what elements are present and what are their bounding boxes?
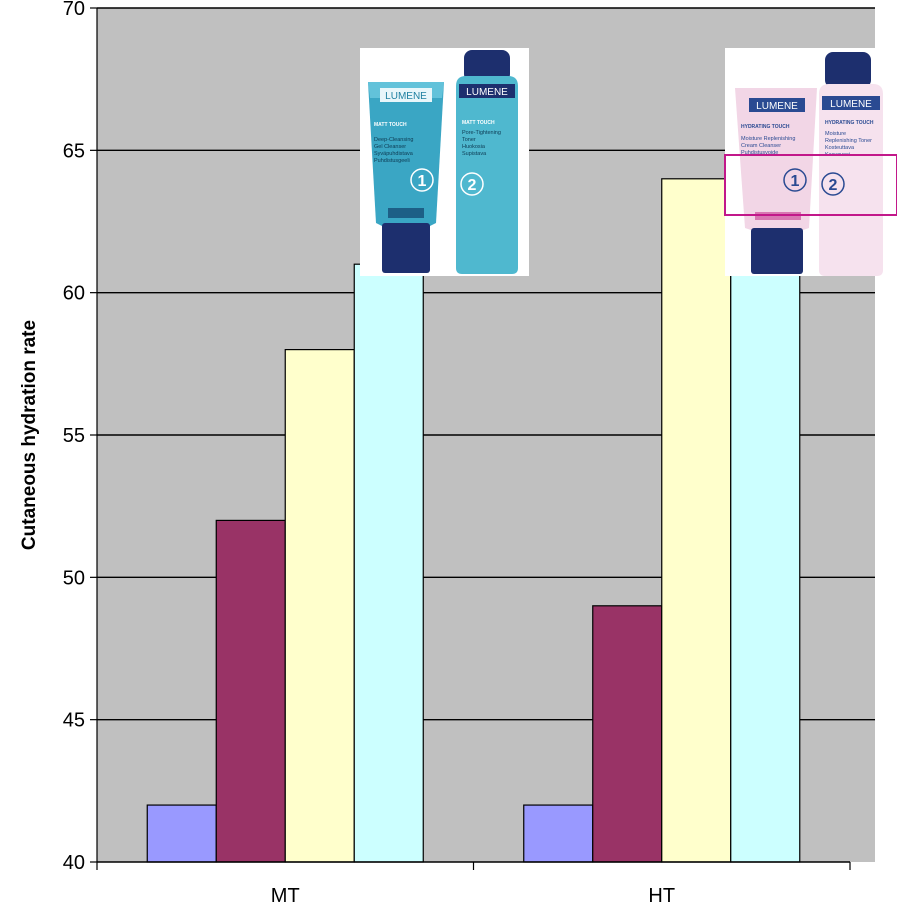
bar (353, 263, 424, 863)
ht-bottle-brand: LUMENE (830, 99, 872, 110)
y-tick-label: 60 (63, 283, 85, 305)
y-tick-label: 70 (63, 0, 85, 20)
y-tick-label: 40 (63, 852, 85, 874)
y-tick-label: 50 (63, 567, 85, 589)
bar (592, 605, 663, 863)
bottle-text-2: Toner (462, 137, 476, 143)
bars-group (146, 178, 801, 863)
tube-text-1: Deep-Cleansing (374, 137, 413, 143)
x-tick-label: MT (271, 885, 300, 907)
ht-bottle-text-2: Replenishing Toner (825, 138, 872, 144)
highlight-frame (724, 154, 897, 216)
ht-tube-brand: LUMENE (756, 101, 798, 112)
ht-bottle-line: HYDRATING TOUCH (825, 120, 874, 126)
ht-tube-text-1: Moisture Replenishing (741, 136, 795, 142)
hydrating-touch-product-image: LUMENE HYDRATING TOUCH Moisture Replenis… (724, 48, 897, 276)
ht-step-2-icon: 2 (829, 177, 838, 194)
bottle-line: MATT TOUCH (462, 120, 495, 126)
bar (215, 519, 286, 863)
ht-bottle-text-3: Kosteuttava (825, 145, 855, 151)
y-axis: 40 45 50 55 60 65 70 (63, 0, 98, 874)
bar (523, 804, 594, 863)
tube-text-3: Syväpuhdistava (374, 151, 414, 157)
y-tick-label: 55 (63, 425, 85, 447)
hydrating-touch-bottle: LUMENE HYDRATING TOUCH Moisture Replenis… (819, 52, 883, 276)
tube-text-2: Gel Cleanser (374, 144, 406, 150)
x-axis: MT HT (96, 861, 851, 907)
bar (730, 263, 801, 863)
y-axis-label: Cutaneous hydration rate (19, 320, 40, 550)
y-tick-label: 45 (63, 710, 85, 732)
step-1-icon: 1 (418, 173, 427, 190)
bar (284, 349, 355, 863)
bottle-text-4: Supistava (462, 151, 487, 157)
x-tick-label: HT (648, 885, 675, 907)
ht-tube-text-2: Cream Cleanser (741, 143, 781, 149)
matt-touch-tube: LUMENE MATT TOUCH Deep-Cleansing Gel Cle… (368, 82, 444, 273)
ht-bottle-text-1: Moisture (825, 131, 846, 137)
bottle-brand: LUMENE (466, 87, 508, 98)
tube-text-4: Puhdistusgeeli (374, 158, 410, 164)
ht-tube-line: HYDRATING TOUCH (741, 124, 790, 130)
matt-touch-brand: LUMENE (385, 91, 427, 102)
matt-touch-product-image: LUMENE MATT TOUCH Deep-Cleansing Gel Cle… (360, 48, 529, 276)
matt-touch-line: MATT TOUCH (374, 122, 407, 128)
bottle-text-1: Pore-Tightening (462, 130, 501, 136)
y-tick-label: 65 (63, 140, 85, 162)
bar (661, 178, 732, 863)
bar (146, 804, 217, 863)
step-2-icon: 2 (468, 177, 477, 194)
ht-tube-text-3: Puhdistusvoide (741, 150, 778, 156)
matt-touch-bottle: LUMENE MATT TOUCH Pore-Tightening Toner … (456, 50, 518, 274)
bottle-text-3: Huokosia (462, 144, 486, 150)
ht-step-1-icon: 1 (791, 173, 800, 190)
